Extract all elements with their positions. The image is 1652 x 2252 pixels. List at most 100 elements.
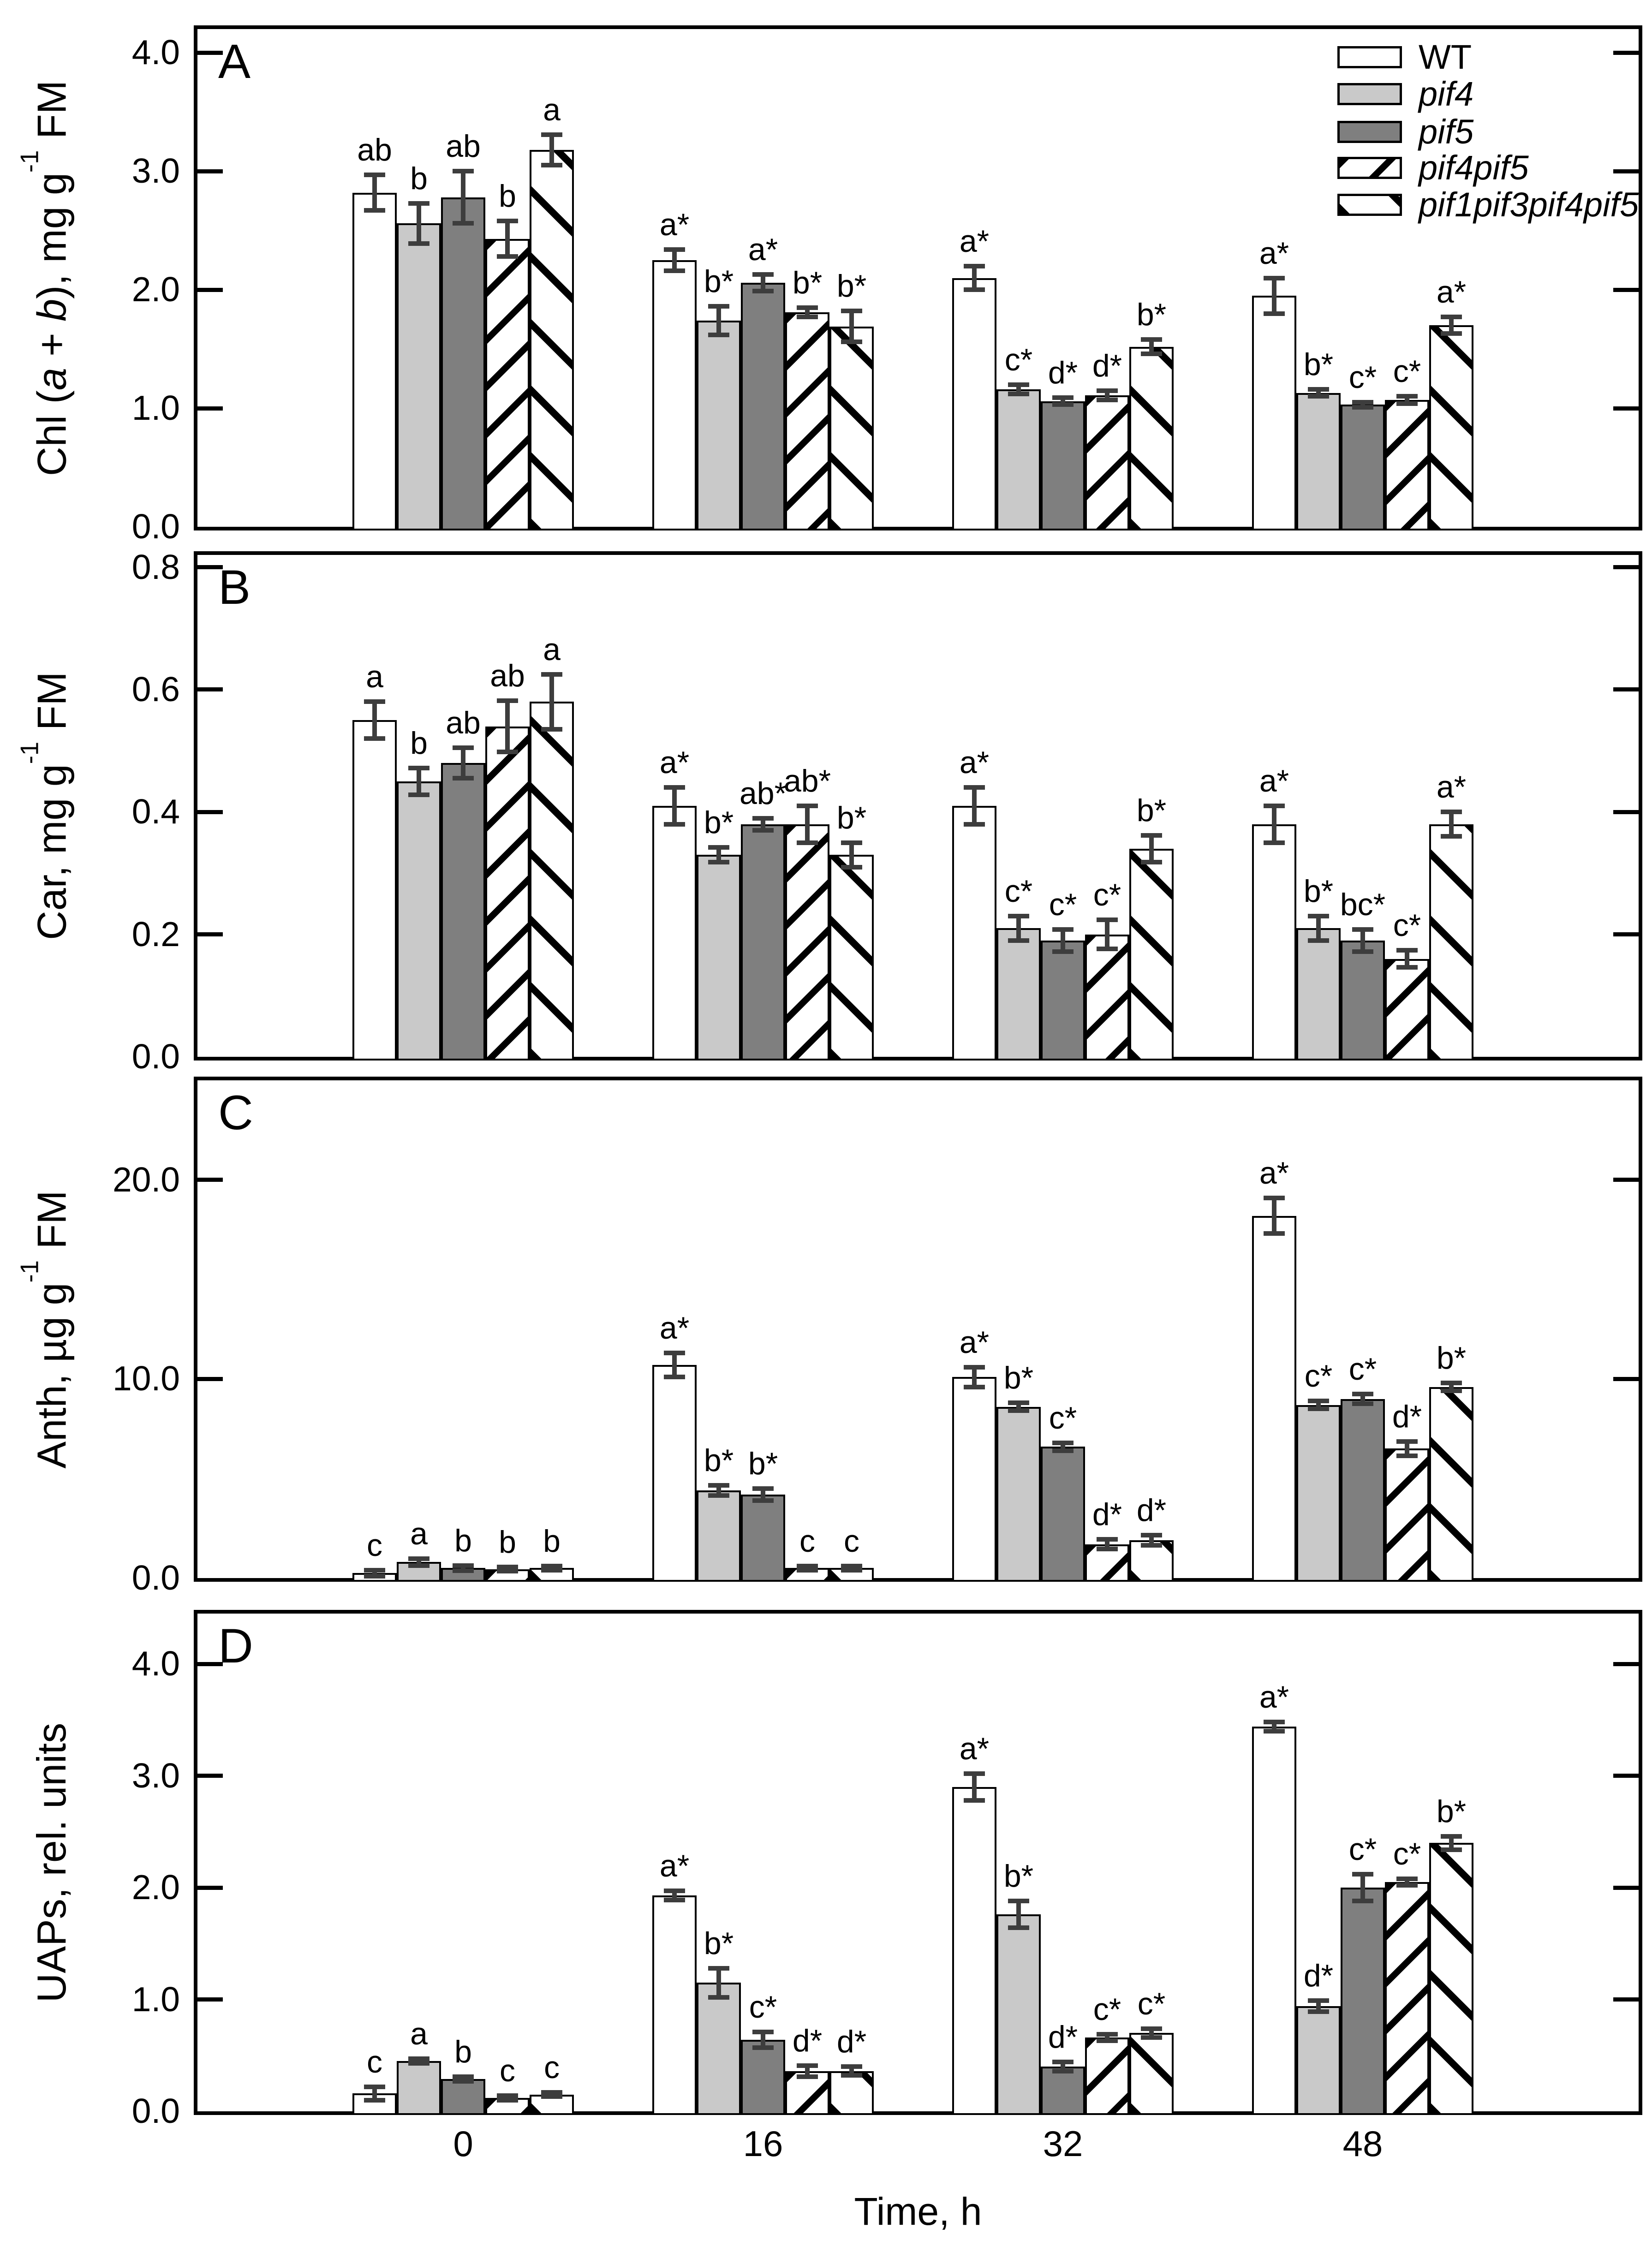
y-tick xyxy=(197,287,223,292)
error-bar-cap-bottom xyxy=(1307,394,1329,399)
error-bar xyxy=(1016,384,1021,394)
bar-pif4-48h xyxy=(1296,1405,1341,1582)
sig-letter: ab xyxy=(357,132,392,167)
error-bar xyxy=(1449,812,1454,837)
error-bar-cap-bottom xyxy=(408,241,430,246)
error-bar-cap-bottom xyxy=(1008,938,1029,943)
panel-label-B: B xyxy=(218,560,251,614)
sig-letter: b* xyxy=(704,1925,734,1961)
sig-letter: c* xyxy=(1004,873,1033,909)
bar-pif4-16h xyxy=(697,1983,741,2115)
sig-letter: b* xyxy=(836,268,867,304)
sig-letter: a* xyxy=(1259,1680,1289,1715)
bar-WT-32h xyxy=(952,806,996,1060)
error-bar-cap-top xyxy=(797,1564,818,1569)
sig-letter: b xyxy=(499,179,516,214)
bar-WT-32h xyxy=(952,1377,996,1582)
error-bar-cap-bottom xyxy=(453,2079,474,2084)
bar-pif4-48h xyxy=(1296,2006,1341,2115)
error-bar-cap-top xyxy=(1440,810,1462,815)
x-tick-label-0: 0 xyxy=(453,2123,473,2164)
sig-letter: ab* xyxy=(739,775,787,811)
y-tick-label: 0.0 xyxy=(131,507,180,546)
sig-letter: b* xyxy=(792,265,823,300)
bar-WT-0h xyxy=(352,192,397,530)
error-bar-cap-top xyxy=(541,2090,563,2095)
error-bar-cap-top xyxy=(841,1564,863,1569)
y-tick xyxy=(197,1774,223,1778)
y-tick xyxy=(197,1997,223,2002)
legend-label-WT: WT xyxy=(1419,38,1472,76)
error-bar-cap-top xyxy=(1141,337,1162,342)
y-tick xyxy=(197,1178,223,1182)
error-bar-cap-top xyxy=(408,201,430,206)
y-tick-right xyxy=(1613,169,1639,173)
y-tick xyxy=(197,810,223,814)
error-bar-cap-top xyxy=(453,2074,474,2079)
error-bar-cap-top xyxy=(1097,2032,1118,2037)
legend-swatch-pif4pif5 xyxy=(1337,157,1402,179)
y-tick-label: 2.0 xyxy=(131,270,180,309)
error-bar xyxy=(849,842,854,867)
sig-letter: a* xyxy=(748,232,778,267)
label-segment: FM xyxy=(29,672,75,742)
error-bar xyxy=(1404,396,1409,404)
error-bar xyxy=(1016,916,1021,941)
bar-pif5-48h xyxy=(1340,940,1385,1060)
error-bar xyxy=(505,221,510,257)
sig-letter: c xyxy=(544,2049,560,2085)
sig-letter: d* xyxy=(792,2023,823,2058)
bar-pif4pif5-48h xyxy=(1384,400,1429,530)
error-bar-cap-bottom xyxy=(1263,840,1285,845)
sig-letter: c xyxy=(799,1524,816,1559)
sig-letter: b* xyxy=(1136,792,1167,828)
y-tick xyxy=(197,406,223,411)
error-bar-cap-top xyxy=(1307,913,1329,918)
y-tick-label: 4.0 xyxy=(131,33,180,72)
error-bar-cap-top xyxy=(1396,948,1418,953)
error-bar-cap-top xyxy=(797,804,818,808)
bar-pif5-16h xyxy=(741,1494,786,1582)
sig-letter: c* xyxy=(1093,1991,1121,2027)
error-bar xyxy=(372,174,377,211)
error-bar-cap-bottom xyxy=(1307,1406,1329,1412)
error-bar-cap-bottom xyxy=(1141,860,1162,865)
error-bar-cap-top xyxy=(1097,917,1118,922)
bar-pif4-32h xyxy=(996,389,1041,530)
error-bar-cap-top xyxy=(1352,927,1373,932)
bar-pif4-0h xyxy=(397,781,441,1060)
error-bar-cap-bottom xyxy=(752,2045,774,2050)
y-tick xyxy=(197,169,223,173)
error-bar xyxy=(1149,2028,1154,2038)
label-segment: Chl ( xyxy=(29,390,75,476)
error-bar-cap-bottom xyxy=(541,727,563,732)
error-bar-cap-top xyxy=(364,1567,386,1573)
error-bar-cap-top xyxy=(708,1483,730,1488)
sig-letter: a xyxy=(543,632,561,667)
bar-WT-16h xyxy=(652,1895,697,2115)
x-tick-label-48: 48 xyxy=(1342,2123,1383,2164)
error-bar xyxy=(1061,397,1065,405)
error-bar-cap-bottom xyxy=(1352,405,1373,410)
error-bar xyxy=(1316,2000,1321,2012)
bar-pif1pif3pif4pif5-0h xyxy=(530,150,574,530)
error-bar xyxy=(1149,340,1154,354)
bar-pif4-0h xyxy=(397,223,441,530)
bar-pif4pif5-0h xyxy=(485,726,530,1060)
bar-pif1pif3pif4pif5-32h xyxy=(1129,848,1174,1060)
error-bar xyxy=(1061,2062,1065,2071)
error-bar-cap-top xyxy=(1052,1440,1074,1445)
sig-letter: d* xyxy=(1092,1496,1122,1532)
bar-pif4-16h xyxy=(697,855,741,1060)
error-bar xyxy=(1061,1442,1065,1451)
error-bar-cap-top xyxy=(1396,1876,1418,1881)
error-bar-cap-top xyxy=(964,785,985,790)
bar-pif4pif5-48h xyxy=(1384,1448,1429,1582)
bar-pif1pif3pif4pif5-48h xyxy=(1429,1387,1473,1582)
error-bar-cap-bottom xyxy=(664,822,686,827)
label-segment: + xyxy=(29,321,75,368)
y-tick-right xyxy=(1613,932,1639,937)
error-bar-cap-bottom xyxy=(708,860,730,865)
legend-swatch-pif5 xyxy=(1337,121,1402,143)
